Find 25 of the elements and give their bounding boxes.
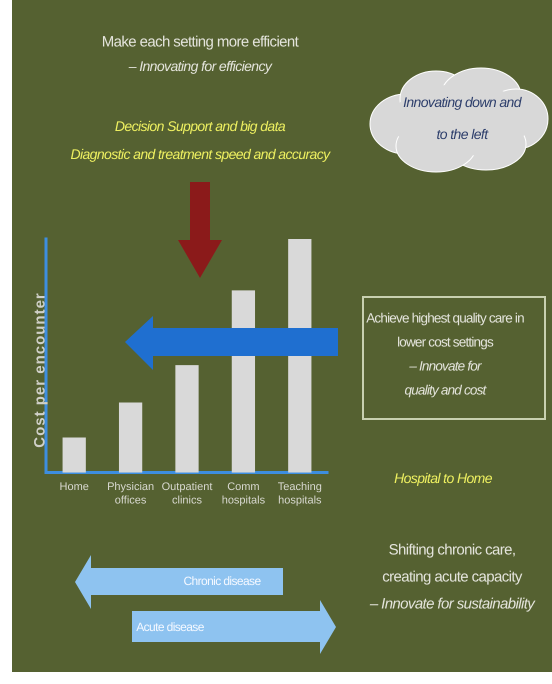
bar (175, 365, 199, 473)
text: Hospital to Home (394, 470, 492, 486)
y-axis-title: Cost per encounter (32, 292, 48, 448)
text: Shifting chronic care, (388, 542, 516, 558)
text: – Innovate for sustainability (370, 596, 534, 612)
x-tick-label: Outpatient clinics (162, 481, 212, 506)
text: quality and cost (404, 382, 486, 398)
text: Decision Support and big data (114, 118, 286, 134)
text: lower cost settings (397, 334, 493, 350)
bar (62, 438, 86, 473)
text: – Innovate for (409, 358, 481, 374)
text: creating acute capacity (382, 568, 522, 586)
text: – Innovating for efficiency (128, 58, 272, 74)
text: to the left (436, 126, 488, 142)
text: Make each setting more efficient (102, 34, 298, 50)
text: Achieve highest quality care in (366, 310, 524, 326)
x-tick-label: Physician offices (107, 481, 154, 506)
x-tick-label: Teaching hospitals (278, 481, 322, 506)
text: Acute disease (136, 620, 204, 634)
text: Diagnostic and treatment speed and accuracy (70, 146, 330, 162)
bar (118, 402, 142, 473)
x-tick-label: Comm hospitals (222, 481, 266, 506)
text: Innovating down and (403, 94, 521, 110)
text: Chronic disease (183, 574, 261, 588)
x-tick-label: Home (60, 481, 89, 494)
